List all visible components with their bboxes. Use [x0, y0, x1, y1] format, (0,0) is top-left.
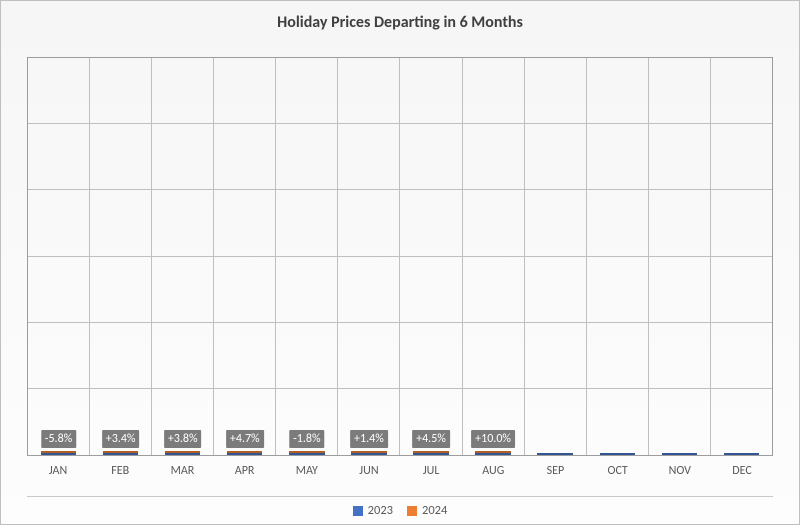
bar	[600, 453, 635, 455]
chart-title: Holiday Prices Departing in 6 Months	[1, 13, 799, 32]
category-column: +10.0%	[463, 58, 525, 455]
category-column: -5.8%	[28, 58, 90, 455]
bar-segment-2023	[600, 453, 635, 455]
bar-segment-2023	[41, 453, 76, 455]
change-label: +1.4%	[350, 430, 388, 448]
bar-segment-2023	[724, 453, 759, 455]
bar-segment-2023	[289, 453, 324, 455]
category-column: +3.8%	[152, 58, 214, 455]
bar-segment-2023	[227, 453, 262, 455]
bars-group: -5.8% +3.4% +3.8% +4.7% -1.8% +1.4% +4.5% +10.0…	[28, 58, 772, 455]
x-axis-label: DEC	[711, 464, 773, 478]
legend-label: 2023	[368, 503, 393, 518]
change-label: +3.8%	[164, 430, 202, 448]
x-axis-label: MAR	[151, 464, 213, 478]
bar	[724, 453, 759, 455]
legend-swatch	[353, 506, 363, 516]
category-column	[525, 58, 587, 455]
category-column: -1.8%	[276, 58, 338, 455]
x-axis-labels: JANFEBMARAPRMAYJUNJULAUGSEPOCTNOVDEC	[27, 464, 773, 478]
bar-segment-2023	[413, 453, 448, 455]
bar-segment-2023	[165, 453, 200, 455]
legend-item: 2024	[407, 503, 447, 518]
x-axis-label: JUN	[338, 464, 400, 478]
bar: +4.5%	[413, 451, 448, 455]
x-axis-label: APR	[214, 464, 276, 478]
x-axis-label: NOV	[649, 464, 711, 478]
chart-container: Holiday Prices Departing in 6 Months -5.…	[0, 0, 800, 525]
legend-label: 2024	[422, 503, 447, 518]
x-axis-label: FEB	[89, 464, 151, 478]
bar: +4.7%	[227, 451, 262, 455]
bar: +3.8%	[165, 451, 200, 455]
bar-segment-2023	[103, 453, 138, 455]
bar-segment-2023	[537, 453, 572, 455]
bar: +10.0%	[475, 451, 510, 455]
legend-item: 2023	[353, 503, 393, 518]
bar	[662, 453, 697, 455]
change-label: +10.0%	[471, 430, 515, 448]
x-axis-label: JAN	[27, 464, 89, 478]
bar: +3.4%	[103, 451, 138, 455]
change-label: -5.8%	[41, 430, 76, 448]
change-label: -1.8%	[289, 430, 324, 448]
category-column: +3.4%	[90, 58, 152, 455]
bar-segment-2023	[351, 453, 386, 455]
bar: -5.8%	[41, 451, 76, 455]
bar: -1.8%	[289, 451, 324, 455]
change-label: +3.4%	[102, 430, 140, 448]
change-label: +4.5%	[412, 430, 450, 448]
bar-segment-2023	[475, 453, 510, 455]
bar-segment-2023	[662, 453, 697, 455]
bar: +1.4%	[351, 451, 386, 455]
x-axis-label: MAY	[276, 464, 338, 478]
category-column	[711, 58, 772, 455]
x-axis-label: JUL	[400, 464, 462, 478]
category-column	[649, 58, 711, 455]
x-axis-label: SEP	[524, 464, 586, 478]
change-label: +4.7%	[226, 430, 264, 448]
plot-area: -5.8% +3.4% +3.8% +4.7% -1.8% +1.4% +4.5% +10.0…	[27, 57, 773, 456]
bar	[537, 453, 572, 455]
x-axis-label: OCT	[587, 464, 649, 478]
category-column: +4.5%	[400, 58, 462, 455]
legend-swatch	[407, 506, 417, 516]
category-column: +4.7%	[214, 58, 276, 455]
category-column	[587, 58, 649, 455]
x-axis-label: AUG	[462, 464, 524, 478]
legend: 2023 2024	[27, 496, 773, 518]
category-column: +1.4%	[338, 58, 400, 455]
